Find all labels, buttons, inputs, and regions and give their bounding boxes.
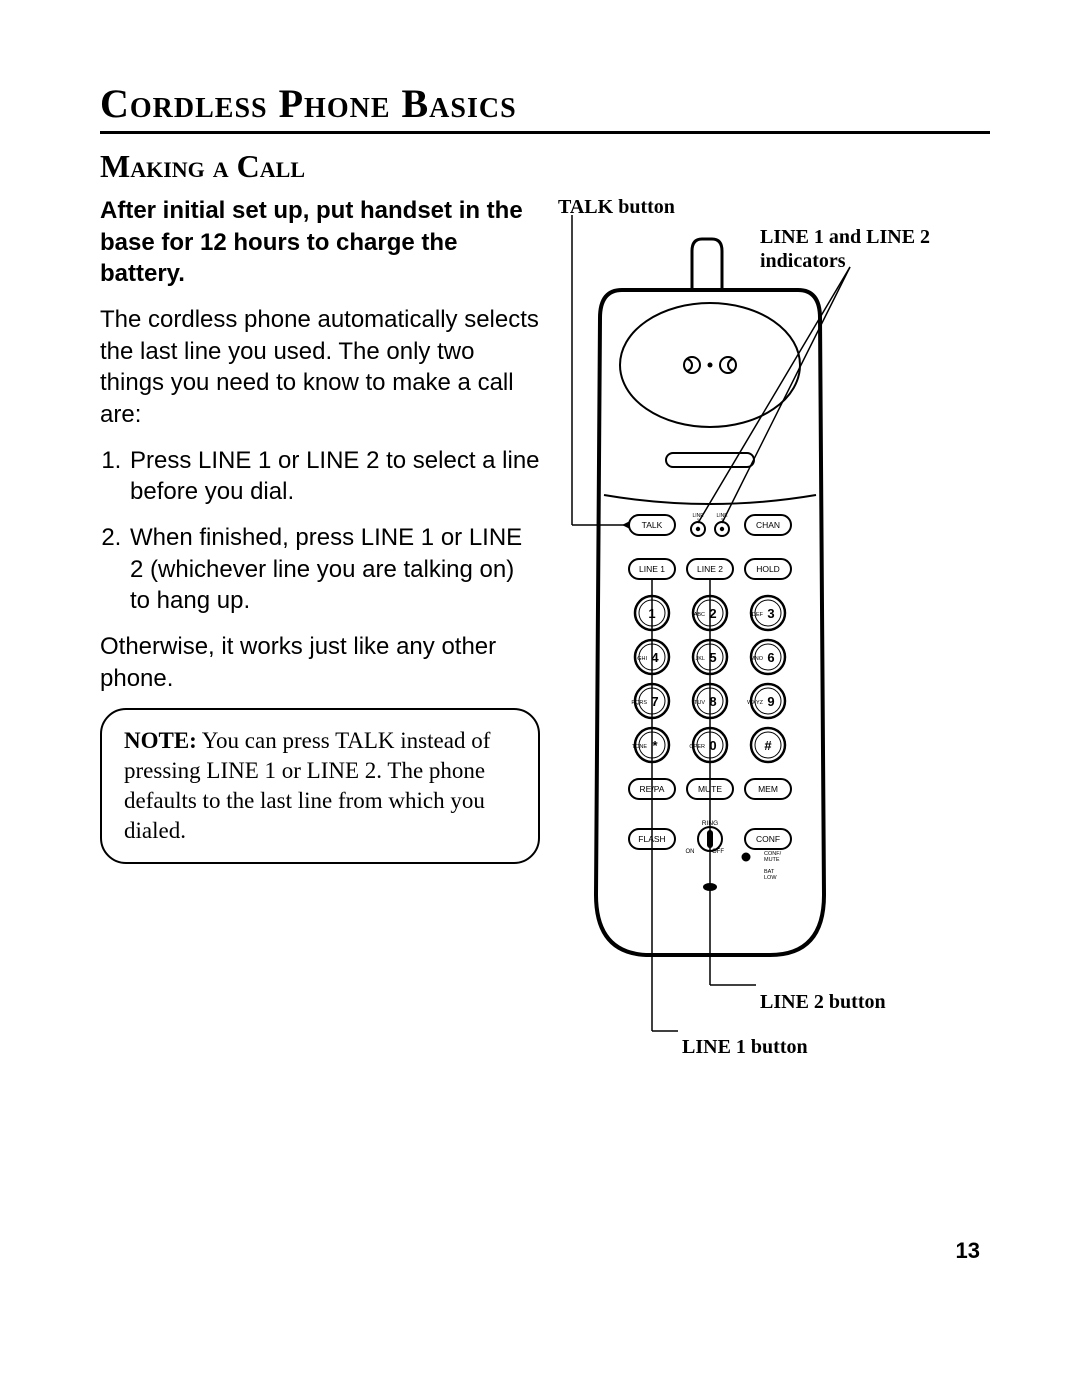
svg-text:#: # xyxy=(764,738,772,753)
svg-text:GHI: GHI xyxy=(637,656,647,662)
content-columns: After initial set up, put handset in the… xyxy=(100,195,990,1095)
phone-diagram: TALKLINE1LINE2CHANLINE 1LINE 2HOLD1ABC2D… xyxy=(550,195,980,1075)
svg-text:LINE 1: LINE 1 xyxy=(639,564,665,574)
svg-text:CONF: CONF xyxy=(756,834,780,844)
diagram-column: TALK button LINE 1 and LINE 2 indicators… xyxy=(550,195,980,1095)
svg-text:CHAN: CHAN xyxy=(756,520,780,530)
svg-text:TUV: TUV xyxy=(694,700,705,706)
svg-text:MNO: MNO xyxy=(750,656,764,662)
manual-page: Cordless Phone Basics Making a Call Afte… xyxy=(0,0,1080,1374)
section-title: Cordless Phone Basics xyxy=(100,80,990,127)
svg-text:MEM: MEM xyxy=(758,784,778,794)
svg-text:TONE: TONE xyxy=(632,744,648,750)
steps-list: Press LINE 1 or LINE 2 to select a line … xyxy=(100,445,540,617)
text-column: After initial set up, put handset in the… xyxy=(100,195,550,864)
svg-text:ABC: ABC xyxy=(694,612,705,618)
svg-text:JKL: JKL xyxy=(696,656,705,662)
body-paragraph: The cordless phone automatically selects… xyxy=(100,304,540,431)
svg-text:LINE 2: LINE 2 xyxy=(697,564,723,574)
svg-text:WXYZ: WXYZ xyxy=(747,700,764,706)
body-paragraph: Otherwise, it works just like any other … xyxy=(100,631,540,694)
svg-text:DEF: DEF xyxy=(752,612,764,618)
svg-text:PQRS: PQRS xyxy=(631,700,647,706)
callout-line1: LINE 1 button xyxy=(682,1035,808,1059)
subsection-title: Making a Call xyxy=(100,148,990,185)
note-label: NOTE: xyxy=(124,728,197,753)
svg-text:OFF: OFF xyxy=(712,849,724,855)
step-item: Press LINE 1 or LINE 2 to select a line … xyxy=(128,445,540,508)
callout-talk: TALK button xyxy=(558,195,675,219)
step-item: When finished, press LINE 1 or LINE 2 (w… xyxy=(128,522,540,617)
svg-text:CONF/MUTE: CONF/MUTE xyxy=(764,851,782,863)
svg-text:TALK: TALK xyxy=(642,520,663,530)
page-number: 13 xyxy=(956,1238,980,1264)
svg-text:HOLD: HOLD xyxy=(756,564,780,574)
svg-text:6: 6 xyxy=(767,650,774,665)
note-box: NOTE: You can press TALK instead of pres… xyxy=(100,708,540,864)
intro-bold: After initial set up, put handset in the… xyxy=(100,195,540,290)
section-rule xyxy=(100,131,990,134)
svg-text:3: 3 xyxy=(767,606,774,621)
svg-text:ON: ON xyxy=(686,849,695,855)
svg-text:OPER: OPER xyxy=(689,744,705,750)
svg-text:9: 9 xyxy=(767,694,774,709)
callout-line2: LINE 2 button xyxy=(760,990,886,1014)
callout-indicators: LINE 1 and LINE 2 indicators xyxy=(760,225,960,273)
